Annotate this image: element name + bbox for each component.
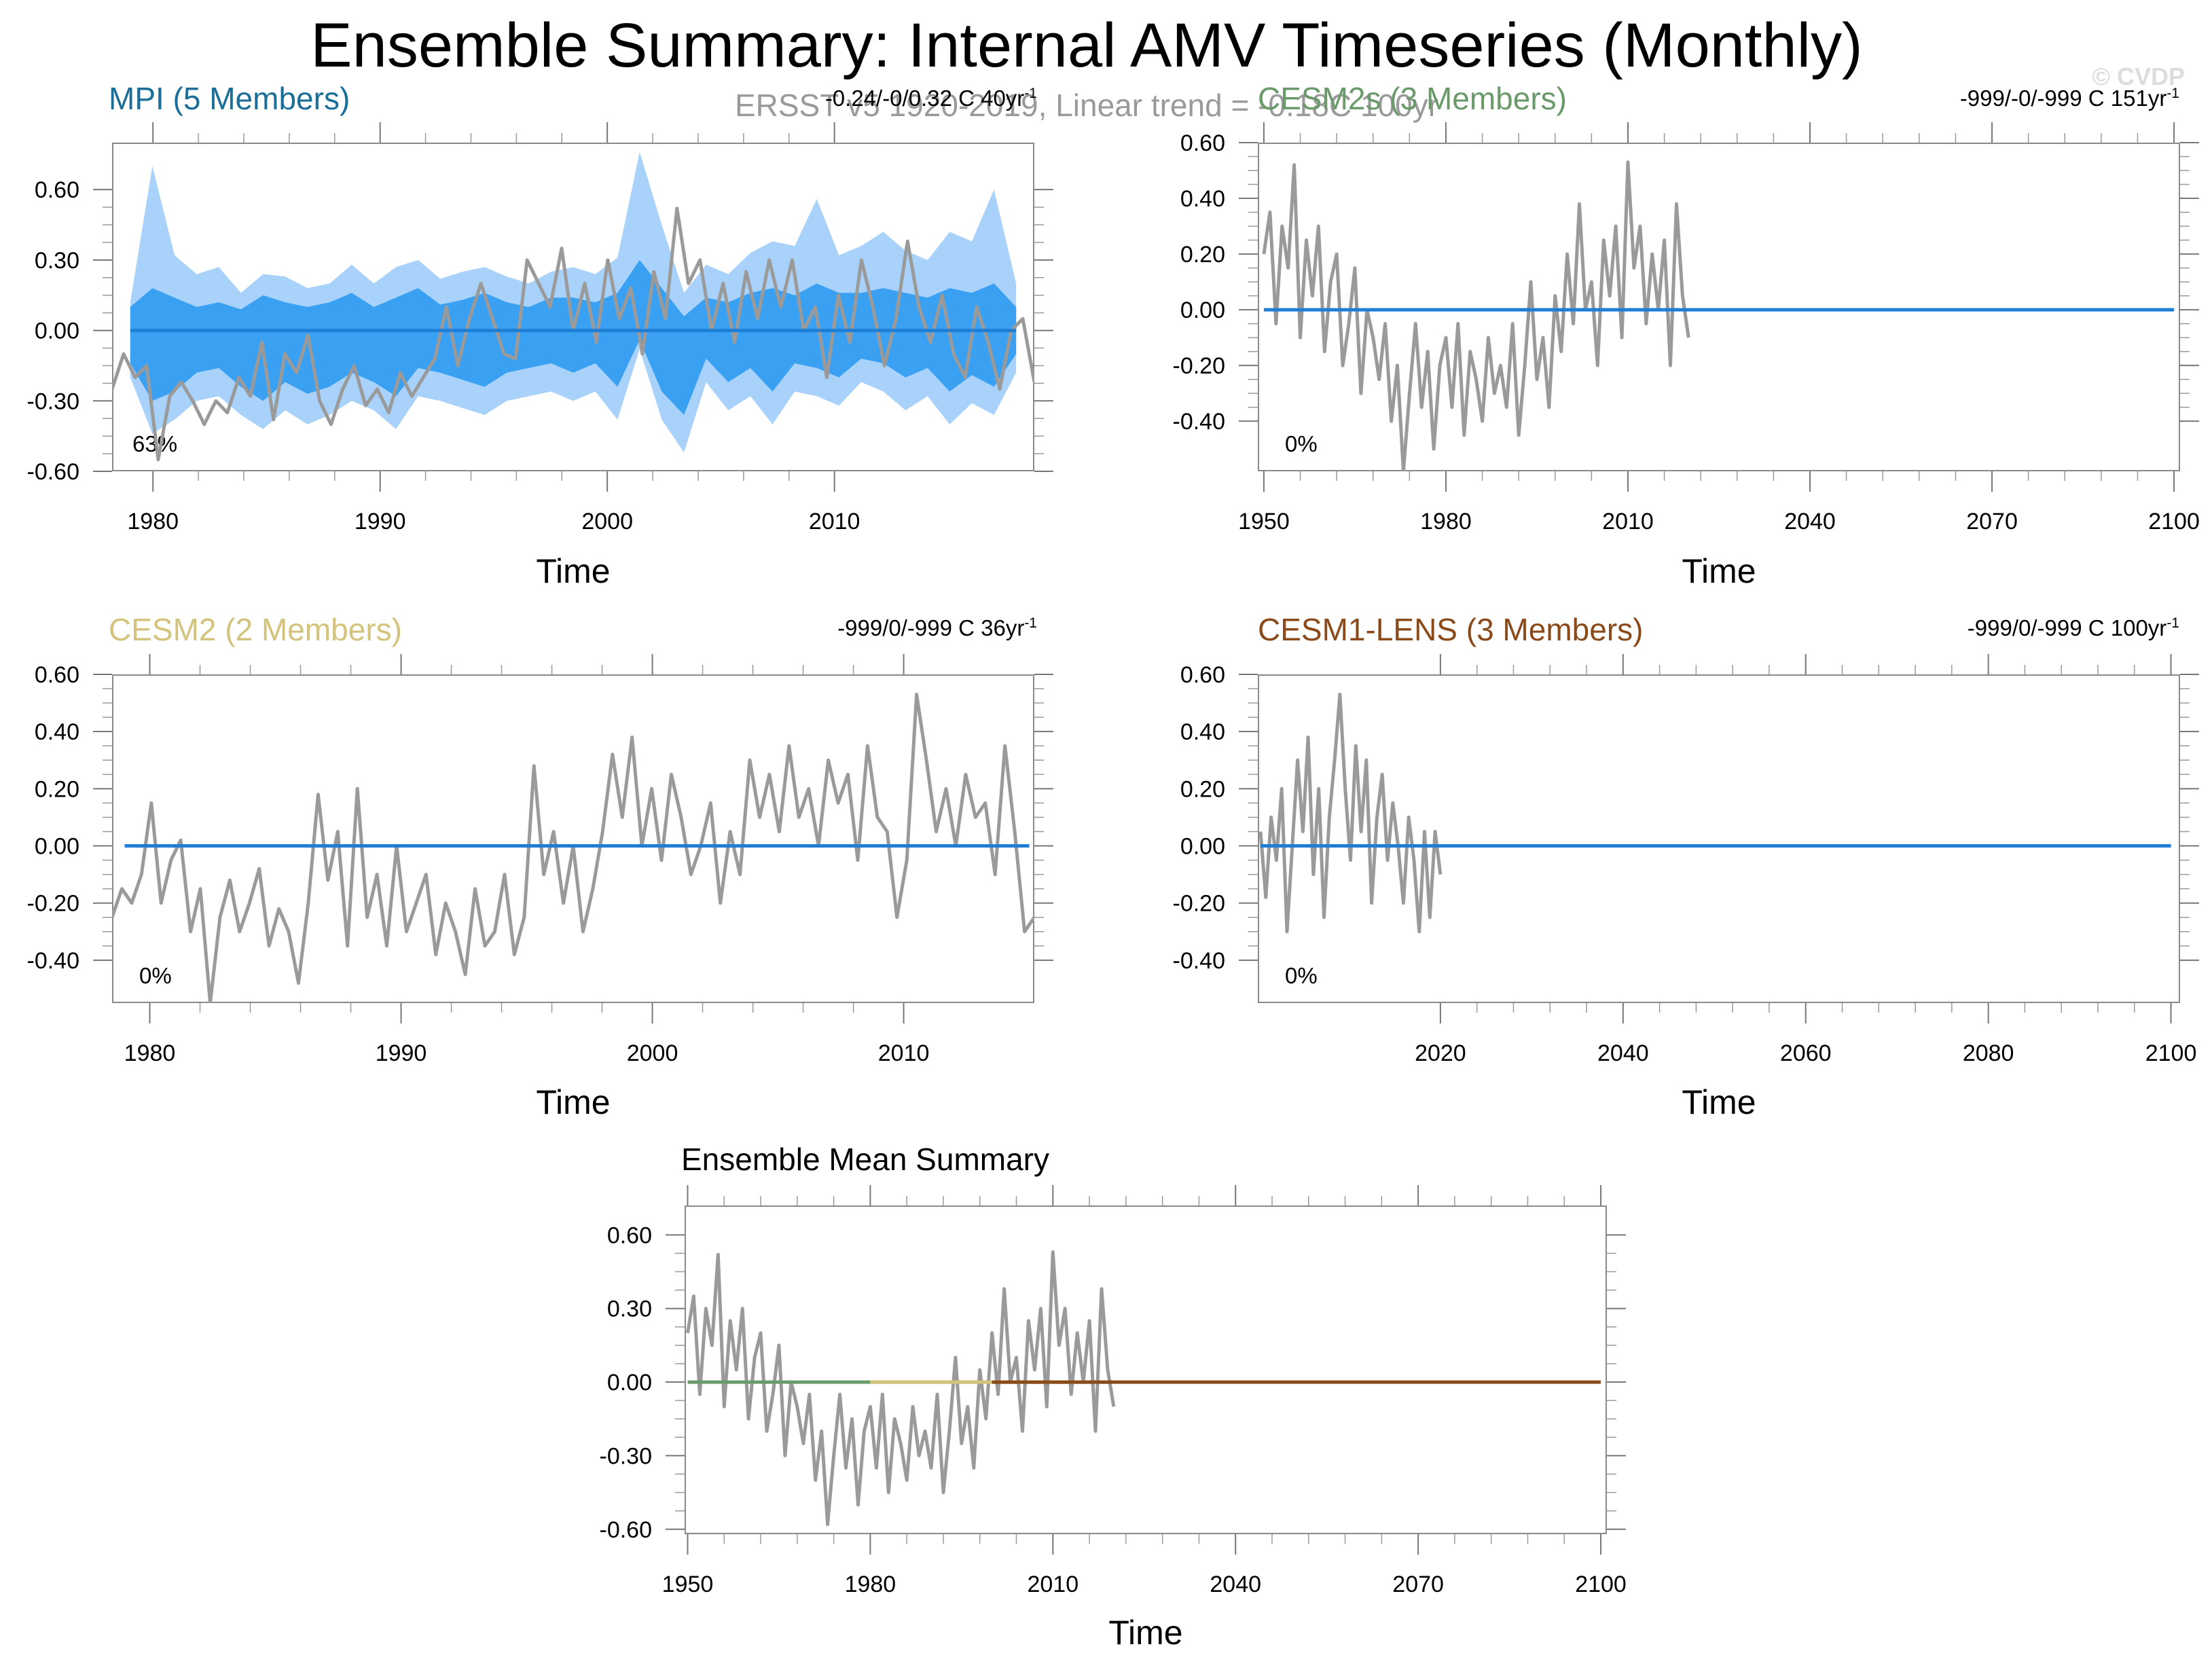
x-tick-label-lens: 2100 [2145, 1040, 2197, 1066]
plot-frame-mpi [112, 143, 1034, 471]
plot-body-cesm2 [112, 693, 1034, 1003]
y-tick-label-mean: 0.30 [607, 1296, 652, 1322]
y-tick-label-mpi: 0.30 [35, 248, 79, 274]
x-tick-label-lens: 2080 [1963, 1040, 2014, 1066]
figure-title: Ensemble Summary: Internal AMV Timeserie… [310, 11, 1863, 80]
plot-body-mpi [112, 151, 1034, 462]
obs-line-cesm2s [1262, 160, 1690, 471]
x-tick-label-mpi: 1990 [355, 509, 406, 534]
y-tick-label-mean: 0.00 [607, 1370, 652, 1396]
panel-stat-cesm2s: -999/-0/-999 C 151yr-1 [1959, 86, 2179, 111]
x-tick-label-cesm2: 2000 [627, 1040, 678, 1066]
panel-title-lens: CESM1-LENS (3 Members) [1258, 612, 1644, 647]
plot-frame-lens [1258, 674, 2180, 1003]
x-tick-label-mean: 2040 [1210, 1572, 1261, 1597]
y-tick-label-cesm2s: 0.60 [1180, 130, 1225, 156]
watermark: © CVDP [2092, 62, 2185, 90]
chart-mean: -0.60 -0.30 0.00 0.30 0.60 1950 1980 2010 2040 20… [600, 1185, 1627, 1597]
x-tick-label-mean: 2100 [1575, 1572, 1627, 1597]
y-tick-label-cesm2s: 0.40 [1180, 186, 1225, 212]
x-axis-title-mpi: Time [536, 552, 611, 590]
y-tick-label-mpi: 0.60 [35, 177, 79, 203]
y-tick-label-cesm2s: 0.00 [1180, 297, 1225, 323]
x-tick-label-cesm2s: 2070 [1966, 509, 2018, 534]
y-tick-label-cesm2: -0.40 [27, 948, 80, 974]
x-tick-label-cesm2s: 1950 [1238, 509, 1290, 534]
obs-line-lens [1258, 693, 1443, 934]
x-axis-title-mean: Time [1108, 1614, 1183, 1652]
y-tick-label-lens: 0.20 [1180, 776, 1225, 802]
y-tick-label-mean: 0.60 [607, 1222, 652, 1248]
x-tick-label-lens: 2040 [1597, 1040, 1649, 1066]
obs-line-mean [686, 1250, 1116, 1527]
y-tick-label-cesm2: -0.20 [27, 891, 80, 917]
y-tick-label-mpi: -0.30 [27, 388, 80, 414]
x-tick-label-cesm2s: 1980 [1420, 509, 1472, 534]
x-axis-title-cesm2: Time [536, 1083, 611, 1121]
percent-label-lens: 0% [1285, 963, 1318, 988]
plot-body-lens [1258, 693, 2171, 934]
y-tick-label-cesm2s: -0.40 [1173, 409, 1226, 435]
percent-label-cesm2s: 0% [1285, 431, 1318, 456]
panel-title-cesm2: CESM2 (2 Members) [109, 612, 402, 647]
x-tick-label-mean: 1980 [845, 1572, 896, 1597]
spread-band-mpi [130, 259, 1017, 415]
y-tick-label-lens: 0.40 [1180, 719, 1225, 745]
x-tick-label-cesm2s: 2010 [1602, 509, 1654, 534]
y-tick-label-cesm2: 0.20 [35, 776, 79, 802]
x-tick-label-cesm2: 1980 [124, 1040, 176, 1066]
y-tick-label-lens: -0.20 [1173, 891, 1226, 917]
x-tick-label-mean: 2010 [1027, 1572, 1078, 1597]
x-tick-label-mean: 2070 [1392, 1572, 1444, 1597]
x-axis-title-lens: Time [1682, 1083, 1756, 1121]
y-tick-label-mpi: -0.60 [27, 459, 80, 485]
x-axis-title-cesm2s: Time [1682, 552, 1756, 590]
panel-title-mpi: MPI (5 Members) [109, 81, 350, 116]
panel-stat-cesm2: -999/0/-999 C 36yr-1 [837, 615, 1037, 640]
x-tick-label-cesm2s: 2100 [2148, 509, 2200, 534]
plot-body-cesm2s [1262, 160, 2175, 471]
chart-mpi: -0.60 -0.30 0.00 0.30 0.60 1980 1990 2000 2010 [27, 122, 1053, 534]
plot-body-mean [686, 1250, 1601, 1527]
y-tick-label-lens: -0.40 [1173, 948, 1226, 974]
panel-stat-lens: -999/0/-999 C 100yr-1 [1967, 615, 2179, 640]
chart-lens: -0.40 -0.20 0.00 0.20 0.40 0.60 2020 2040 2060 20… [1173, 654, 2199, 1066]
y-tick-label-cesm2s: 0.20 [1180, 242, 1225, 268]
y-tick-label-mean: -0.60 [600, 1517, 653, 1543]
x-tick-label-lens: 2060 [1780, 1040, 1832, 1066]
y-tick-label-lens: 0.00 [1180, 834, 1225, 860]
y-tick-label-cesm2: 0.60 [35, 662, 79, 688]
chart-cesm2s: -0.40 -0.20 0.00 0.20 0.40 0.60 1950 1980 2010 20… [1173, 122, 2200, 534]
plot-frame-cesm2 [112, 674, 1034, 1003]
x-tick-label-mpi: 2000 [581, 509, 633, 534]
y-tick-label-cesm2s: -0.20 [1173, 353, 1226, 379]
panel-title-cesm2s: CESM2s (3 Members) [1258, 81, 1567, 116]
plot-frame-cesm2s [1258, 143, 2180, 471]
x-tick-label-cesm2: 1990 [376, 1040, 427, 1066]
obs-line-cesm2 [112, 693, 1034, 1003]
chart-cesm2: -0.40 -0.20 0.00 0.20 0.40 0.60 1980 1990 2000 20… [27, 654, 1053, 1066]
y-tick-label-cesm2: 0.00 [35, 834, 79, 860]
x-tick-label-cesm2: 2010 [878, 1040, 930, 1066]
x-tick-label-mean: 1950 [662, 1572, 714, 1597]
plot-frame-mean [685, 1205, 1607, 1534]
panel-stat-mpi: -0.24/-0/0.32 C 40yr-1 [824, 86, 1037, 111]
x-tick-label-lens: 2020 [1415, 1040, 1466, 1066]
x-tick-label-cesm2s: 2040 [1784, 509, 1836, 534]
y-tick-label-mean: -0.30 [600, 1443, 653, 1469]
panel-title-mean: Ensemble Mean Summary [681, 1142, 1049, 1177]
figure-subtitle: ERSST v5 1920-2019, Linear trend = -0.18… [734, 88, 1439, 123]
x-tick-label-mpi: 2010 [809, 509, 860, 534]
y-tick-label-lens: 0.60 [1180, 662, 1225, 688]
x-tick-label-mpi: 1980 [127, 509, 179, 534]
percent-label-cesm2: 0% [139, 963, 172, 988]
y-tick-label-mpi: 0.00 [35, 319, 79, 344]
y-tick-label-cesm2: 0.40 [35, 719, 79, 745]
